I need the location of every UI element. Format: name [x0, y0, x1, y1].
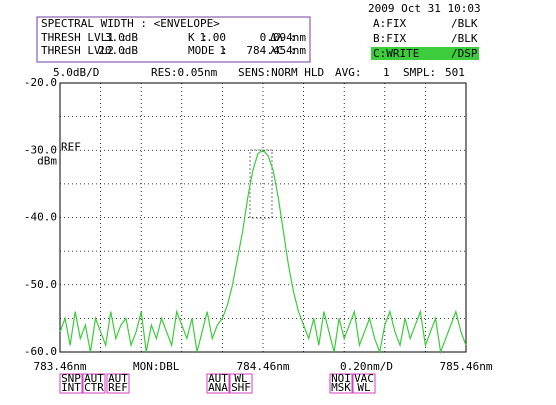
softkey-label: AUT	[108, 372, 128, 385]
softkey-label: WL	[234, 372, 248, 385]
trace-display: /DSP	[451, 47, 478, 60]
softkey-label: REF	[108, 381, 128, 394]
panel-field: 0.094nm	[260, 31, 307, 44]
x-tick-label: 783.46nm	[34, 360, 87, 373]
softkey-label: AUT	[208, 372, 228, 385]
softkey	[206, 373, 230, 394]
y-unit: dBm	[37, 154, 57, 167]
monitor: MON:DBL	[133, 360, 180, 373]
panel-field: 1	[219, 44, 226, 57]
softkey-label: INT	[61, 381, 81, 394]
softkey	[229, 373, 253, 394]
ref-label: REF	[61, 140, 81, 153]
panel-field: 784.454nm	[246, 44, 306, 57]
panel-field: λC :	[270, 44, 297, 57]
setting: 1	[383, 66, 390, 79]
active-trace-bg	[371, 47, 479, 60]
setting: AVG:	[335, 66, 362, 79]
softkey	[59, 373, 83, 394]
softkey-label: AUT	[84, 372, 104, 385]
trace-display: /BLK	[451, 32, 478, 45]
datetime: 2009 Oct 31 10:03	[368, 2, 481, 15]
panel-field: K :	[188, 31, 208, 44]
softkey-label: SHF	[231, 381, 251, 394]
y-tick-label: -60.0	[24, 345, 57, 358]
softkey-label: ANA	[208, 381, 228, 394]
trace	[59, 149, 467, 355]
softkey	[352, 373, 376, 394]
softkey-label: VAC	[354, 372, 374, 385]
x-scale: 0.20nm/D	[340, 360, 393, 373]
y-tick-label: -50.0	[24, 278, 57, 291]
panel-field: 3.0dB	[105, 31, 138, 44]
panel-field: MODE :	[188, 44, 228, 57]
panel-field: 1.00	[200, 31, 227, 44]
softkey	[82, 373, 106, 394]
softkey-label: CTR	[84, 381, 104, 394]
y-tick-label: -30.0	[24, 143, 57, 156]
setting: 5.0dB/D	[53, 66, 99, 79]
panel-box	[36, 16, 311, 63]
panel-field: THRESH LVL1 :	[41, 31, 127, 44]
y-tick-label: -40.0	[24, 211, 57, 224]
panel-field: Δλ :	[270, 31, 297, 44]
setting: 501	[445, 66, 465, 79]
softkey	[329, 373, 353, 394]
setting: SMPL:	[403, 66, 436, 79]
panel-title: SPECTRAL WIDTH : <ENVELOPE>	[41, 17, 220, 30]
trace-mode: B:FIX	[373, 32, 406, 45]
trace-mode: C:WRITE	[373, 47, 419, 60]
softkey-label: WL	[357, 381, 371, 394]
softkey-label: NOI	[331, 372, 351, 385]
panel-field: 20.0dB	[98, 44, 138, 57]
panel-field: THRESH LVL2 :	[41, 44, 127, 57]
trace-mode: A:FIX	[373, 17, 406, 30]
setting: RES:0.05nm	[151, 66, 218, 79]
softkey	[106, 373, 130, 394]
x-tick-label: 785.46nm	[440, 360, 493, 373]
trace-display: /BLK	[451, 17, 478, 30]
setting: SENS:NORM HLD	[238, 66, 324, 79]
softkey-label: MSK	[331, 381, 351, 394]
softkey-label: SNP	[61, 372, 81, 385]
x-tick-label: 784.46nm	[237, 360, 290, 373]
y-tick-label: -20.0	[24, 76, 57, 89]
